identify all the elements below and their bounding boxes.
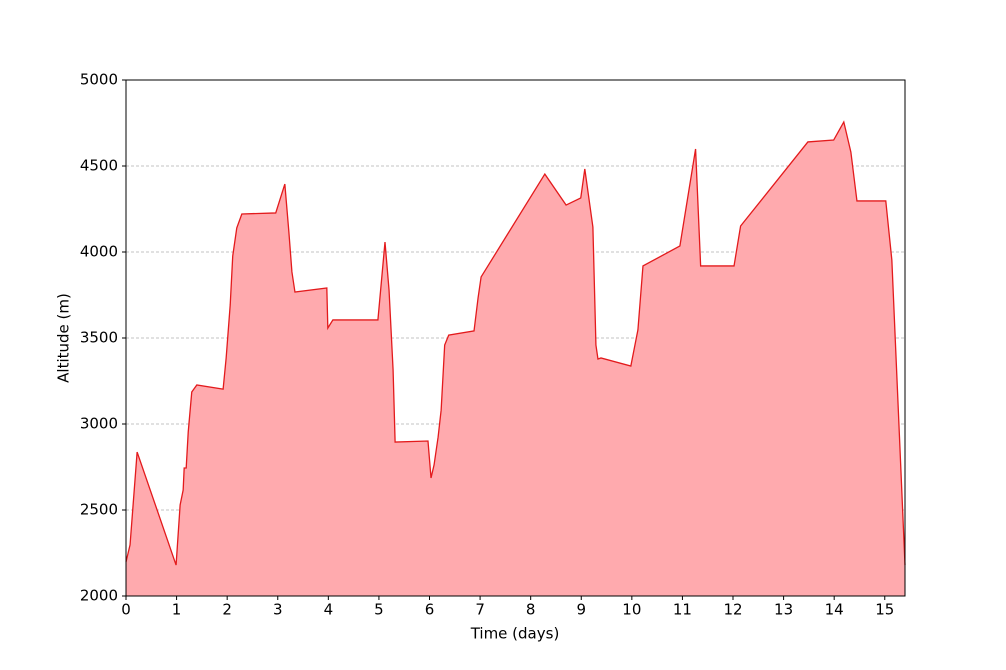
x-tick-label: 4: [324, 601, 334, 619]
plot-frame: [125, 79, 906, 597]
y-tick-label: 2000: [80, 587, 118, 605]
y-tick-label: 4500: [80, 157, 118, 175]
x-tick-label: 7: [475, 601, 485, 619]
line: [125, 120, 906, 566]
x-tick-label: 11: [673, 601, 692, 619]
y-tick-label: 3000: [80, 415, 118, 433]
x-tick-label: 10: [622, 601, 641, 619]
y-tick-label: 2500: [80, 501, 118, 519]
x-tick-label: 15: [875, 601, 894, 619]
area: [126, 121, 905, 596]
x-tick-label: 9: [576, 601, 586, 619]
x-axis-label: Time (days): [470, 625, 560, 643]
x-tick-label: 8: [526, 601, 536, 619]
x-tick-label: 0: [121, 601, 131, 619]
x-tick-label: 13: [774, 601, 793, 619]
x-tick-label: 2: [222, 601, 232, 619]
x-tick-label: 5: [374, 601, 384, 619]
y-tick-label: 3500: [80, 329, 118, 347]
x-tick-label: 3: [273, 601, 283, 619]
y-axis-label: Altitude (m): [55, 293, 73, 383]
y-tick-label: 5000: [80, 71, 118, 89]
x-tick-label: 1: [172, 601, 182, 619]
y-tick-label: 4000: [80, 243, 118, 261]
x-tick-label: 6: [425, 601, 435, 619]
x-tick-label: 14: [825, 601, 844, 619]
x-tick-label: 12: [723, 601, 742, 619]
